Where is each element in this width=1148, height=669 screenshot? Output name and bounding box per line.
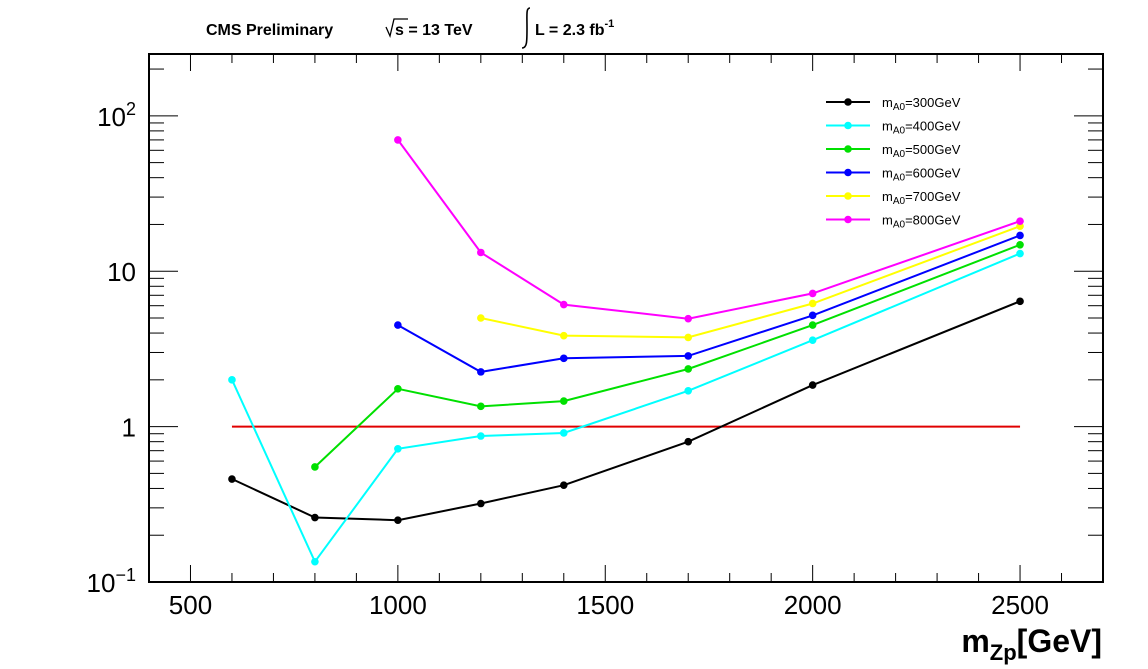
x-tick-label: 2000 [784, 590, 842, 620]
legend-label: mA0=800GeV [882, 213, 961, 231]
x-axis: 500 1000 1500 2000 2500 [148, 54, 1104, 620]
data-point [808, 336, 817, 344]
series-5 [477, 222, 1024, 342]
legend-label: mA0=400GeV [882, 119, 961, 137]
energy-sqrt-arg: s [395, 22, 404, 39]
integral-symbol [521, 7, 531, 49]
series-3 [311, 240, 1024, 471]
legend: mA0=300GeV mA0=400GeV mA0=500GeV mA0=600GeV… [826, 95, 961, 231]
data-point [1016, 231, 1024, 240]
data-point [559, 481, 568, 489]
data-point [394, 321, 402, 329]
series-6 [394, 136, 1024, 323]
series-4 [394, 231, 1024, 376]
data-point [228, 376, 236, 384]
x-tick-label: 1500 [576, 590, 634, 620]
data-point [559, 354, 568, 363]
data-point [684, 365, 693, 373]
series-line [231, 252, 1021, 564]
data-point [559, 300, 568, 309]
legend-marker [844, 98, 852, 106]
data-point [1016, 217, 1024, 225]
data-point [684, 333, 693, 342]
data-point [684, 314, 693, 323]
data-point [1016, 297, 1024, 306]
legend-label: mA0=500GeV [882, 142, 961, 160]
data-point [228, 475, 236, 483]
svg-text:L = 2.3 fb-1: L = 2.3 fb-1 [535, 18, 614, 39]
data-point [311, 557, 319, 566]
legend-marker [844, 121, 852, 130]
legend-entry: mA0=800GeV [826, 213, 961, 231]
series-2 [228, 249, 1024, 566]
data-point [559, 397, 568, 405]
legend-label: mA0=600GeV [882, 166, 961, 184]
energy-value: = 13 TeV [404, 22, 473, 39]
data-point [311, 463, 319, 471]
x-axis-title-main: m [961, 623, 989, 659]
series-line [231, 300, 1021, 522]
data-point [394, 385, 402, 393]
y-tick-label: 10−1 [87, 565, 136, 598]
legend-label: mA0=700GeV [882, 189, 961, 207]
x-axis-title: mZp[GeV] [961, 623, 1102, 665]
legend-entry: mA0=700GeV [826, 189, 961, 207]
data-point [808, 321, 817, 329]
x-axis-title-sub: Zp [990, 640, 1017, 665]
data-point [684, 437, 693, 446]
data-point [394, 444, 402, 453]
experiment-label: CMS Preliminary [206, 22, 333, 39]
data-point [559, 331, 568, 340]
legend-entry: mA0=400GeV [826, 119, 961, 137]
data-point [311, 513, 319, 522]
data-point [477, 368, 485, 376]
data-point [1016, 240, 1024, 249]
lumi-value: L = 2.3 fb [535, 22, 605, 39]
data-point [477, 402, 485, 411]
legend-marker [844, 215, 852, 224]
y-tick-label: 102 [97, 99, 136, 132]
energy-label: s = 13 TeV [385, 18, 473, 39]
data-point [808, 289, 817, 298]
data-point [394, 516, 402, 524]
legend-entry: mA0=500GeV [826, 142, 961, 160]
series-line [397, 234, 1021, 373]
lumi-label: L = 2.3 fb-1 [521, 7, 614, 49]
sqrt-symbol [385, 18, 408, 39]
legend-label: mA0=300GeV [882, 95, 961, 113]
data-point [808, 299, 817, 308]
legend-marker [844, 145, 852, 153]
lumi-exponent: -1 [605, 18, 615, 30]
x-axis-title-unit: [GeV] [1017, 623, 1102, 659]
series-1 [228, 297, 1024, 524]
series-line [480, 225, 1021, 339]
data-point [477, 432, 485, 440]
legend-entry: mA0=300GeV [826, 95, 961, 113]
y-tick-label: 1 [122, 413, 136, 443]
data-point [394, 136, 402, 144]
x-tick-label: 2500 [991, 590, 1049, 620]
x-tick-label: 500 [169, 590, 212, 620]
data-point [808, 311, 817, 320]
legend-marker [844, 192, 852, 200]
data-point [477, 314, 485, 322]
data-point [477, 248, 485, 257]
data-point [808, 381, 817, 389]
data-point [684, 387, 693, 395]
legend-marker [844, 168, 852, 177]
data-point [559, 429, 568, 437]
y-axis: 1 10 102 10−1 [87, 68, 1103, 598]
svg-text:s = 13 TeV: s = 13 TeV [395, 22, 473, 39]
data-point [1016, 249, 1024, 258]
series-line [397, 139, 1021, 320]
data-point [684, 352, 693, 360]
x-tick-label: 1000 [369, 590, 427, 620]
data-point [477, 499, 485, 508]
y-tick-label: 10 [107, 257, 136, 287]
legend-entry: mA0=600GeV [826, 166, 961, 184]
series-group [228, 136, 1024, 566]
header: CMS Preliminary s = 13 TeV L = 2.3 fb-1 [206, 7, 614, 49]
